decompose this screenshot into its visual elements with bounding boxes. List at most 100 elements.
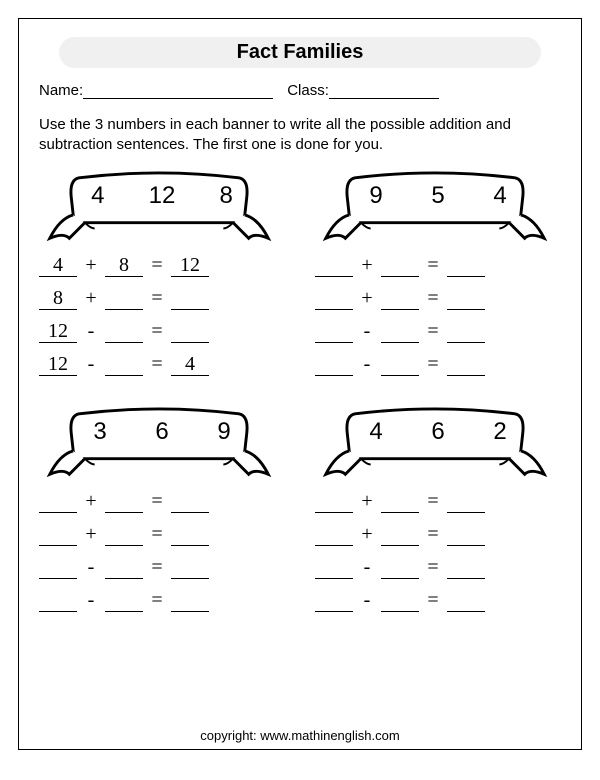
- equals-sign: =: [149, 353, 165, 376]
- operand-b[interactable]: [105, 321, 143, 343]
- operator: +: [83, 254, 99, 277]
- equals-sign: =: [425, 490, 441, 513]
- banner-numbers: 369: [69, 418, 255, 446]
- equations: +=+=-=-=: [39, 490, 285, 612]
- operand-a[interactable]: [39, 590, 77, 612]
- operator: -: [359, 556, 375, 579]
- operand-b[interactable]: [105, 288, 143, 310]
- equation-row: +=: [315, 490, 561, 513]
- result[interactable]: [171, 288, 209, 310]
- result: 12: [171, 255, 209, 277]
- result[interactable]: [171, 321, 209, 343]
- equation-row: -=: [315, 556, 561, 579]
- page-border: Fact Families Name: Class: Use the 3 num…: [18, 18, 582, 750]
- operand-a[interactable]: [315, 288, 353, 310]
- banner: 954: [315, 170, 561, 248]
- operand-a[interactable]: [315, 255, 353, 277]
- operand-b[interactable]: [105, 557, 143, 579]
- operand-b[interactable]: [381, 491, 419, 513]
- equation-row: +=: [39, 523, 285, 546]
- operand-a[interactable]: [315, 590, 353, 612]
- operand-b[interactable]: [381, 590, 419, 612]
- problem-1: 41284+8=128+=12-=12-=4: [39, 170, 285, 386]
- problems-grid: 41284+8=128+=12-=12-=4 954+=+=-=-= 369+=…: [39, 170, 561, 622]
- result[interactable]: [171, 590, 209, 612]
- equals-sign: =: [425, 556, 441, 579]
- operand-a[interactable]: [39, 491, 77, 513]
- operator: -: [83, 556, 99, 579]
- result[interactable]: [447, 354, 485, 376]
- banner: 369: [39, 406, 285, 484]
- operand-a[interactable]: [315, 557, 353, 579]
- equations: +=+=-=-=: [315, 490, 561, 612]
- operand-a[interactable]: [315, 354, 353, 376]
- equals-sign: =: [425, 287, 441, 310]
- operand-b[interactable]: [105, 590, 143, 612]
- equations: +=+=-=-=: [315, 254, 561, 376]
- name-class-row: Name: Class:: [39, 82, 561, 99]
- instructions-text: Use the 3 numbers in each banner to writ…: [39, 115, 561, 156]
- operand-a[interactable]: [39, 524, 77, 546]
- operand-a[interactable]: [315, 524, 353, 546]
- banner-number: 4: [91, 182, 104, 210]
- operand-b[interactable]: [381, 255, 419, 277]
- banner-number: 9: [217, 418, 230, 446]
- equals-sign: =: [425, 353, 441, 376]
- operand-a[interactable]: [39, 557, 77, 579]
- equation-row: -=: [315, 353, 561, 376]
- operator: -: [83, 353, 99, 376]
- equals-sign: =: [149, 490, 165, 513]
- banner-numbers: 4 12 8: [69, 182, 255, 210]
- result[interactable]: [447, 321, 485, 343]
- operand-a[interactable]: [315, 491, 353, 513]
- operand-b[interactable]: [105, 354, 143, 376]
- result[interactable]: [447, 288, 485, 310]
- result[interactable]: [447, 491, 485, 513]
- problem-4: 462+=+=-=-=: [315, 406, 561, 622]
- operand-b[interactable]: [381, 321, 419, 343]
- operand-b[interactable]: [105, 491, 143, 513]
- result[interactable]: [447, 590, 485, 612]
- operand-a: 12: [39, 321, 77, 343]
- equation-row: -=: [39, 556, 285, 579]
- result[interactable]: [171, 557, 209, 579]
- result[interactable]: [171, 524, 209, 546]
- result[interactable]: [447, 255, 485, 277]
- banner: 4 12 8: [39, 170, 285, 248]
- operand-b[interactable]: [381, 557, 419, 579]
- operator: +: [83, 490, 99, 513]
- banner-number: 2: [493, 418, 506, 446]
- result[interactable]: [447, 524, 485, 546]
- equals-sign: =: [149, 523, 165, 546]
- name-input-line[interactable]: [83, 83, 273, 99]
- class-input-line[interactable]: [329, 83, 439, 99]
- banner: 462: [315, 406, 561, 484]
- banner-number: 5: [431, 182, 444, 210]
- result[interactable]: [171, 491, 209, 513]
- operator: +: [359, 523, 375, 546]
- equation-row: -=: [39, 589, 285, 612]
- operand-b[interactable]: [381, 524, 419, 546]
- banner-number: 8: [220, 182, 233, 210]
- banner-numbers: 462: [345, 418, 531, 446]
- equation-row: +=: [39, 490, 285, 513]
- equals-sign: =: [149, 287, 165, 310]
- result: 4: [171, 354, 209, 376]
- equation-row: 12-=4: [39, 353, 285, 376]
- equals-sign: =: [149, 320, 165, 343]
- banner-number: 6: [155, 418, 168, 446]
- equals-sign: =: [425, 589, 441, 612]
- equals-sign: =: [149, 589, 165, 612]
- operand-b[interactable]: [381, 354, 419, 376]
- operand-a[interactable]: [315, 321, 353, 343]
- equation-row: 8+=: [39, 287, 285, 310]
- result[interactable]: [447, 557, 485, 579]
- banner-number: 12: [149, 182, 176, 210]
- page-title: Fact Families: [59, 37, 541, 68]
- operator: +: [359, 287, 375, 310]
- name-field: Name:: [39, 82, 273, 99]
- operator: -: [83, 320, 99, 343]
- copyright-text: copyright: www.mathinenglish.com: [19, 728, 581, 743]
- operand-b[interactable]: [381, 288, 419, 310]
- operand-b[interactable]: [105, 524, 143, 546]
